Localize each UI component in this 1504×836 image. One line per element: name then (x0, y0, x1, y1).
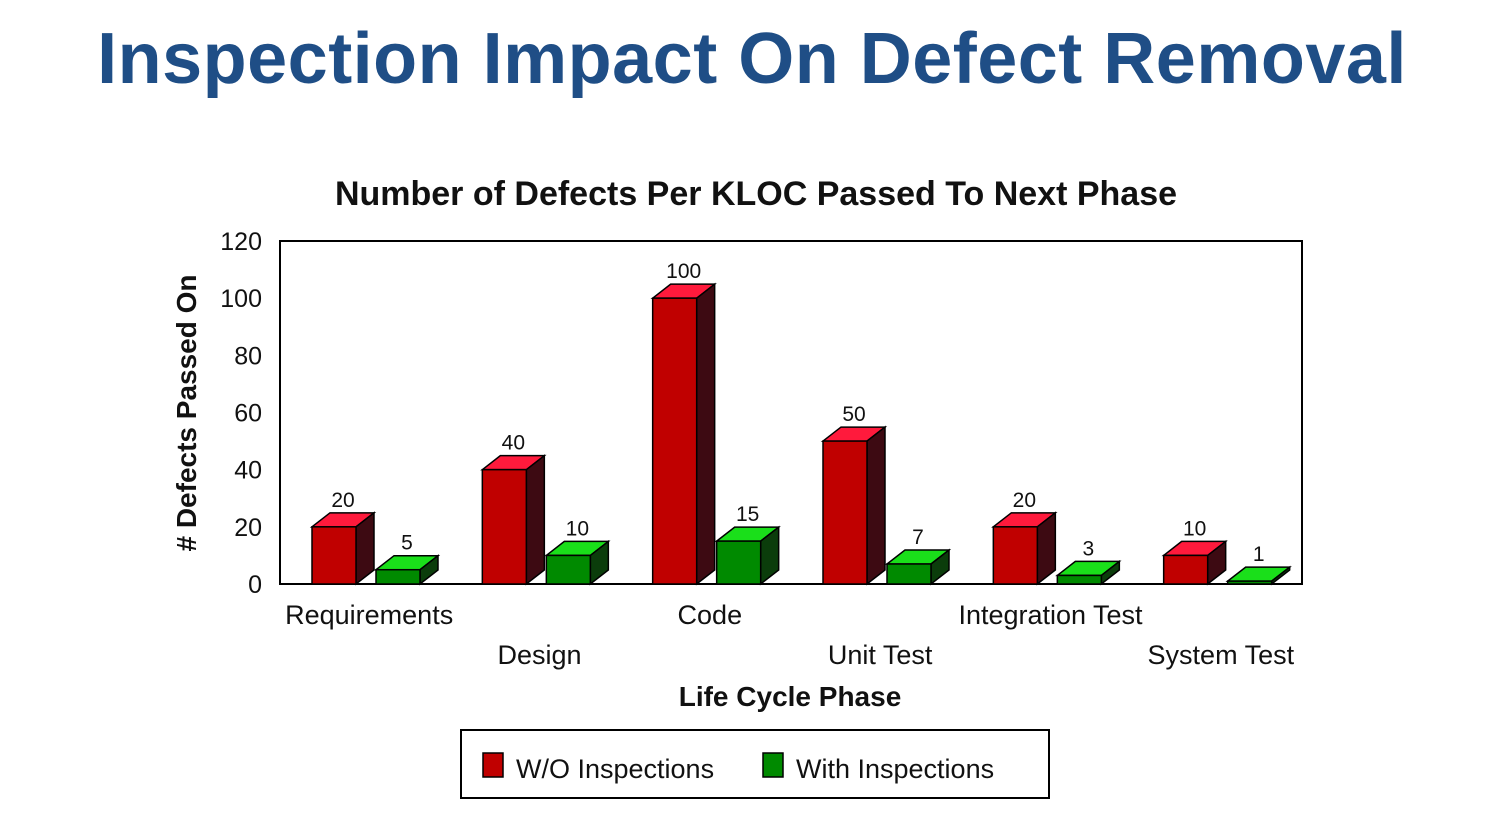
data-label: 20 (1013, 489, 1036, 512)
bar-w-o-inspections-code (650, 282, 717, 586)
y-axis-label: # Defects Passed On (171, 274, 202, 551)
bar-front-face (715, 540, 762, 585)
x-tick-label-system-test: System Test (1148, 640, 1295, 670)
bar-with-inspections-unit-test (884, 548, 952, 586)
data-label: 1 (1253, 543, 1265, 566)
bar-side-face (525, 454, 546, 586)
x-tick-label-code: Code (678, 600, 743, 630)
bar-front-face (481, 468, 528, 585)
x-tick-label-requirements: Requirements (285, 600, 453, 630)
legend-swatch-wo-inspections (482, 752, 504, 778)
data-label: 50 (842, 403, 865, 426)
bar-front-face (992, 526, 1039, 585)
plot-area (279, 240, 1303, 585)
bar-front-face (311, 526, 357, 585)
bar-with-inspections-system-test (1225, 565, 1292, 586)
x-tick-label-design: Design (497, 640, 581, 670)
x-tick-label-integration-test: Integration Test (958, 600, 1143, 630)
bar-w-o-inspections-requirements (309, 511, 377, 586)
bar-front-face (545, 554, 592, 585)
bar-front-face (651, 297, 698, 585)
bar-front-face (375, 568, 421, 585)
legend-label-with-inspections: With Inspections (796, 754, 994, 784)
data-label: 40 (502, 432, 525, 455)
y-tick-label: 40 (234, 457, 262, 485)
y-tick-label: 20 (234, 514, 262, 542)
y-tick-label: 60 (234, 400, 262, 428)
x-tick-label-unit-test: Unit Test (828, 640, 933, 670)
bar-front-face (1162, 554, 1209, 585)
bar-w-o-inspections-integration-test (991, 511, 1058, 586)
bar-with-inspections-design (544, 539, 611, 586)
legend: W/O Inspections With Inspections (460, 729, 1050, 799)
data-label: 7 (912, 526, 924, 549)
bar-with-inspections-code (714, 525, 781, 586)
y-tick-label: 80 (234, 342, 262, 370)
bar-front-face (822, 440, 868, 585)
legend-box (460, 729, 1050, 799)
y-tick-label: 120 (220, 228, 262, 256)
y-tick-label: 100 (220, 285, 262, 313)
data-label: 10 (566, 517, 589, 540)
bar-front-face (1226, 580, 1273, 585)
bar-side-face (866, 425, 886, 586)
bar-w-o-inspections-unit-test (820, 425, 888, 586)
data-label: 5 (401, 532, 413, 555)
x-axis-label: Life Cycle Phase (679, 681, 902, 712)
legend-label-wo-inspections: W/O Inspections (516, 754, 714, 784)
bar-with-inspections-integration-test (1055, 559, 1122, 586)
data-label: 100 (666, 260, 701, 283)
data-label: 3 (1082, 537, 1094, 560)
data-label: 10 (1183, 517, 1206, 540)
data-label: 20 (331, 489, 354, 512)
chart-title: Number of Defects Per KLOC Passed To Nex… (335, 175, 1177, 213)
legend-swatch-with-inspections (762, 752, 784, 778)
data-label: 15 (736, 503, 759, 526)
bar-front-face (1056, 574, 1103, 585)
bar-with-inspections-requirements (373, 554, 441, 586)
bar-side-face (695, 282, 716, 586)
slide-title: Inspection Impact On Defect Removal (97, 19, 1407, 99)
bar-front-face (886, 563, 932, 585)
bar-w-o-inspections-system-test (1161, 539, 1228, 586)
bar-w-o-inspections-design (480, 454, 547, 586)
y-tick-label: 0 (248, 571, 262, 599)
